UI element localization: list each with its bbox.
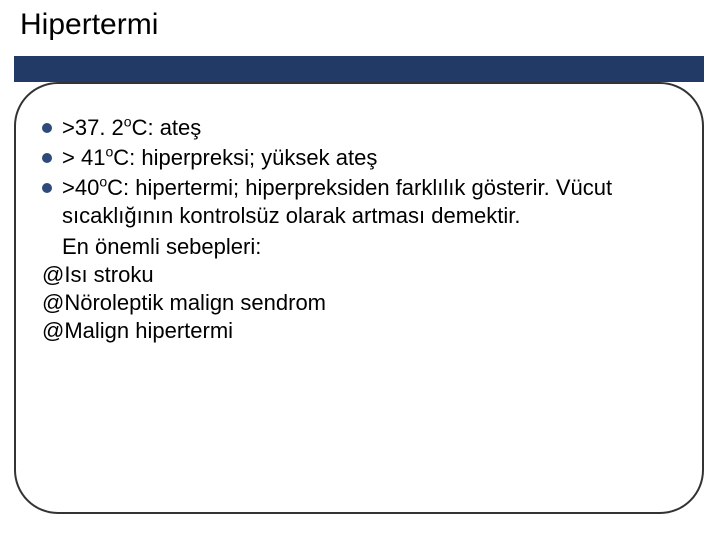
bullet-item: >40oC: hipertermi; hiperpreksiden farklı… bbox=[42, 174, 676, 230]
bullet-sup: o bbox=[99, 174, 107, 190]
bullet-text: > 41oC: hiperpreksi; yüksek ateş bbox=[62, 144, 676, 172]
bullet-item: >37. 2oC: ateş bbox=[42, 114, 676, 142]
at-line: @Nöroleptik malign sendrom bbox=[42, 289, 676, 317]
bullet-pre: >40 bbox=[62, 175, 99, 200]
extra-line: En önemli sebepleri: bbox=[62, 233, 676, 261]
title-separator bbox=[14, 56, 704, 82]
bullet-pre: > 41 bbox=[62, 145, 105, 170]
bullet-post: C: hipertermi; hiperpreksiden farklılık … bbox=[62, 175, 612, 228]
slide-title: Hipertermi bbox=[14, 8, 704, 48]
at-line: @Malign hipertermi bbox=[42, 317, 676, 345]
bullet-icon bbox=[42, 183, 52, 193]
bullet-sup: o bbox=[124, 114, 132, 130]
content-frame: >37. 2oC: ateş > 41oC: hiperpreksi; yüks… bbox=[14, 82, 704, 514]
bullet-text: >37. 2oC: ateş bbox=[62, 114, 676, 142]
bullet-pre: >37. 2 bbox=[62, 115, 124, 140]
bullet-post: C: ateş bbox=[132, 115, 202, 140]
slide: Hipertermi >37. 2oC: ateş > 41oC: hiperp… bbox=[0, 0, 720, 540]
bullet-icon bbox=[42, 123, 52, 133]
bullet-post: C: hiperpreksi; yüksek ateş bbox=[113, 145, 377, 170]
at-line: @Isı stroku bbox=[42, 261, 676, 289]
title-area: Hipertermi bbox=[14, 8, 704, 82]
bullet-icon bbox=[42, 153, 52, 163]
bullet-item: > 41oC: hiperpreksi; yüksek ateş bbox=[42, 144, 676, 172]
bullet-text: >40oC: hipertermi; hiperpreksiden farklı… bbox=[62, 174, 676, 230]
